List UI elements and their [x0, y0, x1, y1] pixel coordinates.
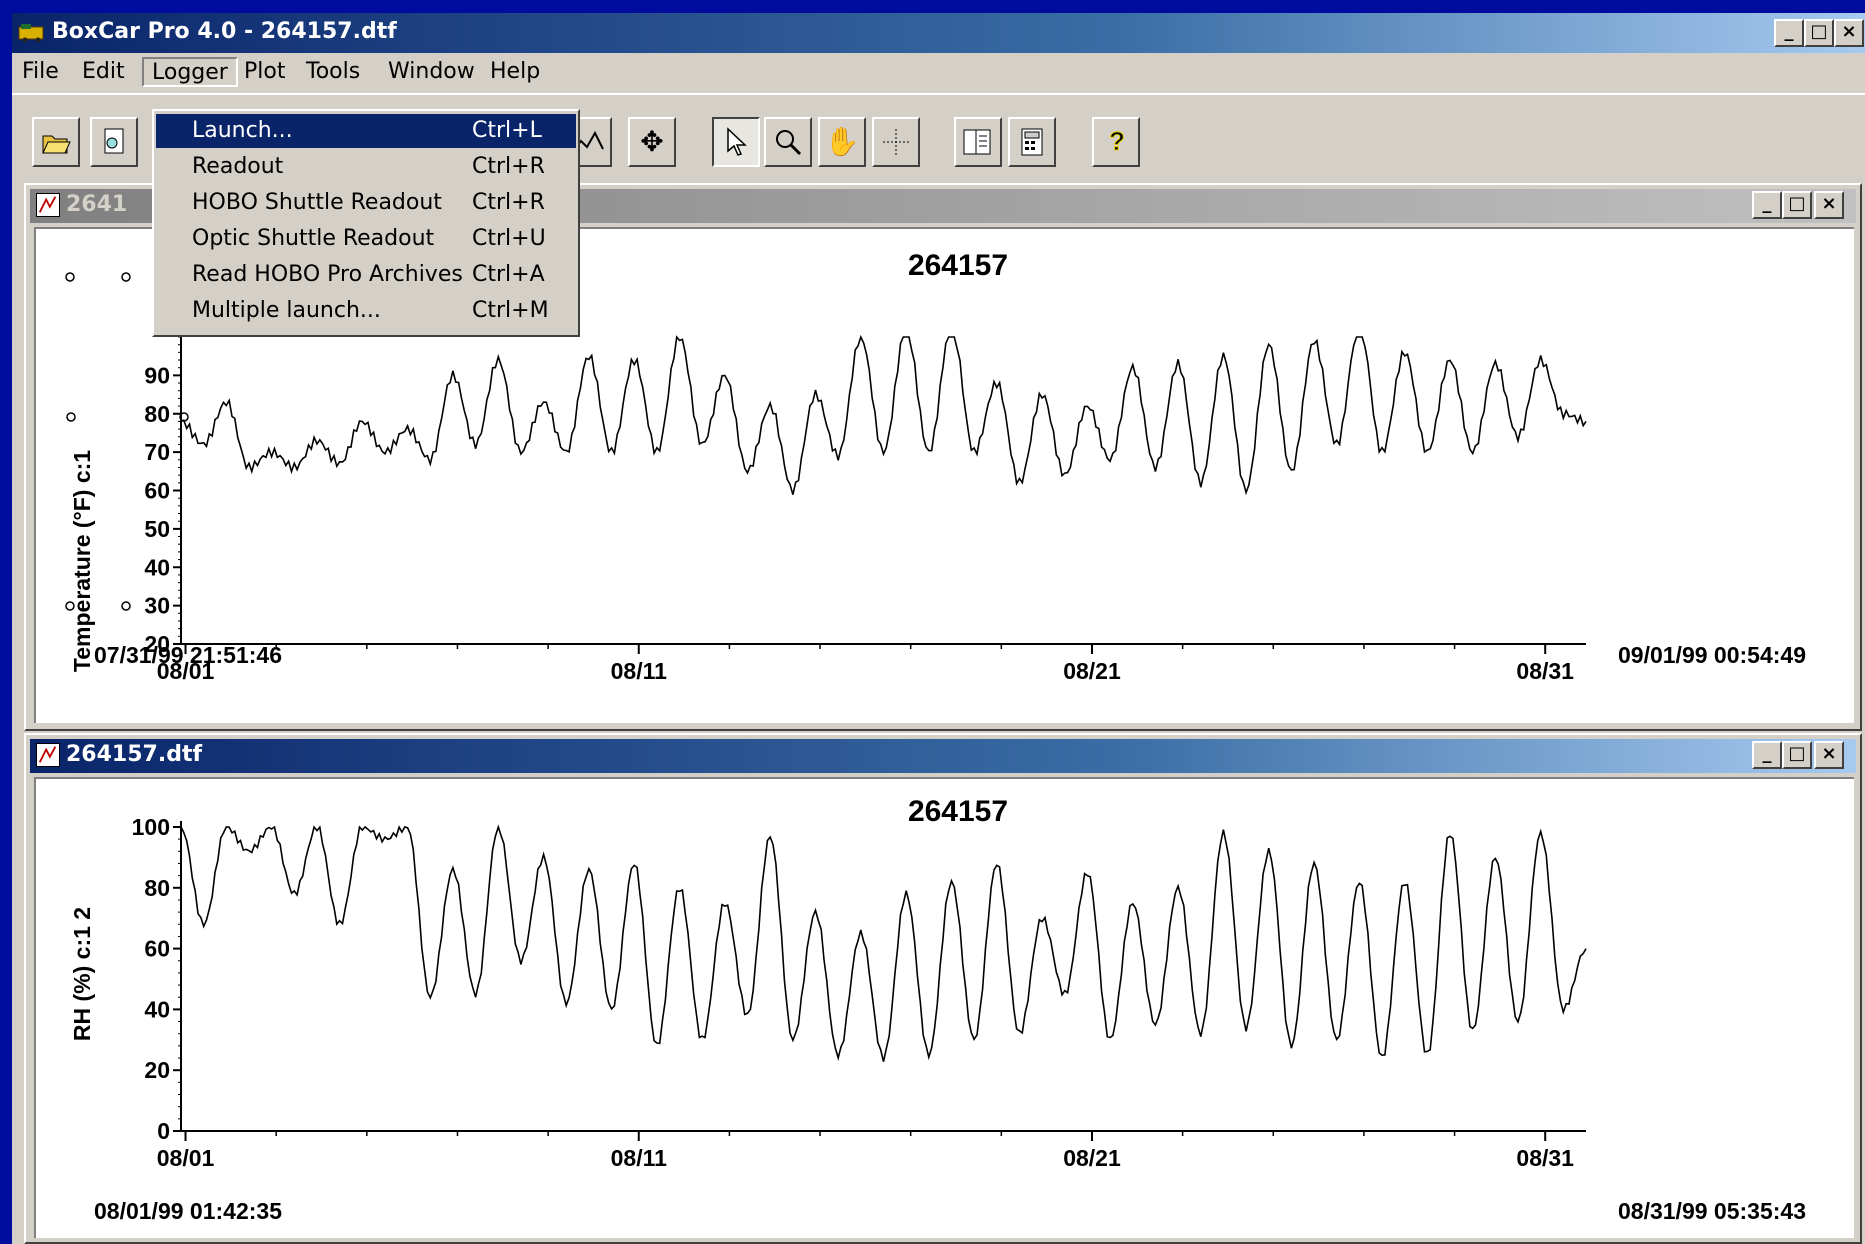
data-series-line — [180, 824, 1587, 1062]
menu-help[interactable]: Help — [490, 59, 541, 84]
menu-logger[interactable]: Logger — [142, 57, 238, 87]
child-maximize-button[interactable]: □ — [1782, 191, 1812, 219]
y-tick-label: 60 — [144, 936, 170, 962]
print-preview-icon[interactable] — [90, 117, 138, 167]
x-tick-label: 08/21 — [1063, 1145, 1121, 1171]
menu-item-multiple-launch[interactable]: Multiple launch... Ctrl+M — [192, 298, 549, 323]
calculator-icon[interactable] — [1008, 117, 1056, 167]
document-plot-icon — [36, 743, 60, 767]
child-minimize-button[interactable]: _ — [1752, 741, 1782, 769]
selection-handles[interactable] — [65, 272, 189, 611]
menu-bar: File Edit Logger Plot Tools Window Help — [12, 53, 1865, 91]
temperature-plot-window: 2641 _ □ × 264157 Temperature (°F) c:1 0… — [24, 183, 1862, 731]
hand-icon[interactable]: ✋ — [818, 117, 866, 167]
humidity-window-titlebar[interactable]: 264157.dtf _ □ × — [30, 739, 1856, 773]
move-icon[interactable]: ✥ — [628, 117, 676, 167]
menu-plot[interactable]: Plot — [244, 59, 286, 84]
maximize-button[interactable]: □ — [1804, 19, 1834, 47]
x-tick-label: 08/11 — [611, 1145, 667, 1171]
menu-item-hobo-shuttle-readout[interactable]: HOBO Shuttle Readout Ctrl+R — [192, 190, 545, 215]
menu-tools[interactable]: Tools — [306, 59, 361, 84]
zoom-icon[interactable] — [764, 117, 812, 167]
crosshair-icon[interactable] — [872, 117, 920, 167]
humidity-chart[interactable]: 264157 RH (%) c:1 2 08/01/99 01:42:35 08… — [36, 779, 1854, 1238]
x-tick-label: 08/01 — [157, 1145, 215, 1171]
y-tick-label: 90 — [144, 362, 170, 388]
humidity-plot-window: 264157.dtf _ □ × 264157 RH (%) c:1 2 08/… — [24, 733, 1862, 1244]
menu-item-optic-shuttle-readout[interactable]: Optic Shuttle Readout Ctrl+U — [192, 226, 546, 251]
menu-edit[interactable]: Edit — [82, 59, 125, 84]
y-tick-label: 60 — [144, 478, 170, 504]
child-minimize-button[interactable]: _ — [1752, 191, 1782, 219]
title-bar[interactable]: BoxCar Pro 4.0 - 264157.dtf _ □ × — [12, 13, 1865, 53]
x-tick-label: 08/21 — [1063, 658, 1121, 684]
y-tick-label: 0 — [157, 1118, 170, 1144]
end-date-label: 08/31/99 05:35:43 — [1618, 1198, 1806, 1224]
chart-title: 264157 — [908, 249, 1008, 282]
y-tick-label: 40 — [144, 996, 170, 1022]
y-tick-label: 20 — [144, 1057, 170, 1083]
y-tick-label: 80 — [144, 401, 170, 427]
child-maximize-button[interactable]: □ — [1782, 741, 1812, 769]
pointer-icon[interactable] — [712, 117, 760, 167]
y-tick-label: 40 — [144, 554, 170, 580]
menu-item-read-hobo-pro-archives[interactable]: Read HOBO Pro Archives Ctrl+A — [192, 262, 545, 287]
menu-item-launch[interactable]: Launch... Ctrl+L — [156, 114, 576, 148]
y-axis-label: RH (%) c:1 2 — [69, 907, 95, 1041]
data-series-line — [180, 334, 1587, 496]
y-tick-label: 100 — [132, 814, 170, 840]
y-axis-label: Temperature (°F) c:1 — [69, 450, 95, 672]
y-tick-label: 30 — [144, 593, 170, 619]
help-icon[interactable]: ? — [1092, 117, 1140, 167]
y-tick-label: 20 — [144, 631, 170, 657]
menu-window[interactable]: Window — [388, 59, 475, 84]
menu-item-readout[interactable]: Readout Ctrl+R — [192, 154, 545, 179]
toolbar: ✥ ✋ ? — [12, 93, 1865, 183]
x-tick-label: 08/31 — [1516, 658, 1574, 684]
y-tick-label: 80 — [144, 875, 170, 901]
humidity-window-title: 264157.dtf — [66, 742, 203, 767]
x-tick-label: 08/11 — [611, 658, 667, 684]
close-button[interactable]: × — [1834, 19, 1864, 47]
child-close-button[interactable]: × — [1814, 191, 1844, 219]
start-date-label: 08/01/99 01:42:35 — [94, 1198, 282, 1224]
minimize-button[interactable]: _ — [1774, 19, 1804, 47]
x-tick-label: 08/31 — [1516, 1145, 1574, 1171]
y-tick-label: 50 — [144, 516, 170, 542]
y-tick-label: 70 — [144, 439, 170, 465]
child-close-button[interactable]: × — [1814, 741, 1844, 769]
window-title: BoxCar Pro 4.0 - 264157.dtf — [52, 19, 397, 44]
temperature-window-title: 2641 — [66, 192, 128, 217]
x-tick-label: 08/01 — [157, 658, 215, 684]
chart-title: 264157 — [908, 795, 1008, 828]
book-icon[interactable] — [954, 117, 1002, 167]
open-icon[interactable] — [32, 117, 80, 167]
boxcar-app-icon — [18, 24, 44, 43]
svg-text:?: ? — [1109, 126, 1125, 156]
app-window: BoxCar Pro 4.0 - 264157.dtf _ □ × File E… — [12, 13, 1865, 1244]
document-plot-icon — [36, 193, 60, 217]
end-date-label: 09/01/99 00:54:49 — [1618, 642, 1806, 668]
temperature-chart[interactable]: 264157 Temperature (°F) c:1 07/31/99 21:… — [36, 229, 1854, 723]
menu-file[interactable]: File — [22, 59, 59, 84]
humidity-plot-area[interactable]: 264157 RH (%) c:1 2 08/01/99 01:42:35 08… — [34, 777, 1854, 1238]
start-date-label: 07/31/99 21:51:46 — [94, 642, 282, 668]
logger-dropdown-menu: Launch... Ctrl+L Readout Ctrl+R HOBO Shu… — [152, 109, 580, 337]
